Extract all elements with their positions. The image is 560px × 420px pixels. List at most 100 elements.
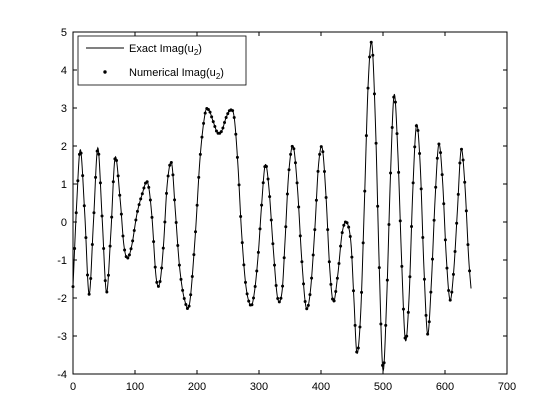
data-point [211,120,215,124]
data-point [445,266,449,270]
data-point [369,40,373,44]
x-tick-label: 700 [498,381,516,393]
y-tick-label: 2 [61,141,67,153]
data-point [137,203,141,207]
y-tick-label: -2 [57,293,67,305]
data-point [200,135,204,139]
data-point [358,325,362,329]
data-point [372,92,376,96]
data-point [142,186,146,190]
legend: Exact Imag(u2) Numerical Imag(u2) [77,35,247,86]
data-point [363,189,367,193]
data-point [100,214,104,218]
data-point [126,256,130,260]
data-point [364,134,368,138]
data-point [255,269,259,273]
data-point [360,290,364,294]
data-point [458,161,462,165]
data-point [348,235,352,239]
data-point [111,180,115,184]
x-tick-label: 0 [70,381,76,393]
data-point [340,231,344,235]
data-point [300,260,304,264]
data-point [105,290,109,294]
data-point [422,277,426,281]
data-point [466,243,470,247]
data-point [397,170,401,174]
data-point [192,253,196,257]
data-point [321,150,325,154]
data-point [437,142,441,146]
legend-label-exact: Exact Imag(u2) [129,43,202,57]
data-point [351,289,355,293]
data-point [406,310,410,314]
data-point [355,350,359,354]
data-point [253,285,257,289]
data-point [89,277,93,280]
data-point [390,126,394,130]
y-tick-label: -3 [57,331,67,343]
y-tick-label: 0 [61,217,67,229]
data-point [250,303,254,307]
data-point [339,244,343,248]
x-tick-label: 100 [126,381,144,393]
data-point [455,221,459,225]
data-point [121,234,125,238]
data-point [239,215,243,219]
data-point [268,195,272,199]
data-point [292,147,296,151]
data-point [293,161,297,165]
data-point [132,229,136,233]
data-point [311,253,315,257]
data-point [276,297,280,301]
data-point [237,183,241,187]
data-point [131,239,135,243]
data-point [400,264,404,268]
data-point [305,307,309,311]
data-point [443,238,447,242]
data-point [322,170,326,174]
data-point [393,100,397,104]
data-point [426,332,430,336]
data-point [160,266,164,270]
data-point [395,132,399,136]
data-point [174,221,178,224]
data-point [334,290,338,294]
data-point [450,290,454,294]
axis-ticks [72,31,508,375]
data-point [287,168,291,172]
data-point [327,260,331,264]
data-point [464,209,468,213]
data-point [165,191,168,195]
data-point [97,152,101,156]
data-point [279,296,283,300]
data-point [213,125,217,128]
data-point [313,228,317,232]
data-point [197,175,201,179]
data-point [439,151,443,155]
data-point [414,124,418,128]
data-point [463,180,467,184]
data-point [210,115,214,119]
data-point [303,299,307,303]
data-point [408,275,412,279]
data-point [118,193,122,197]
data-point [116,174,120,178]
y-tick-label: 1 [61,179,67,191]
data-point [240,241,244,245]
y-tick-label: 3 [61,103,67,115]
data-point [147,185,151,189]
data-point [421,235,425,239]
data-point [243,280,247,284]
data-point [337,261,341,265]
data-point [224,116,228,119]
data-point [353,323,357,327]
x-tick-label: 400 [312,381,330,393]
data-point [429,290,433,294]
data-point [310,276,314,280]
data-point [102,246,106,250]
y-tick-label: 4 [61,65,67,77]
data-point [389,171,393,175]
data-point [179,277,183,281]
